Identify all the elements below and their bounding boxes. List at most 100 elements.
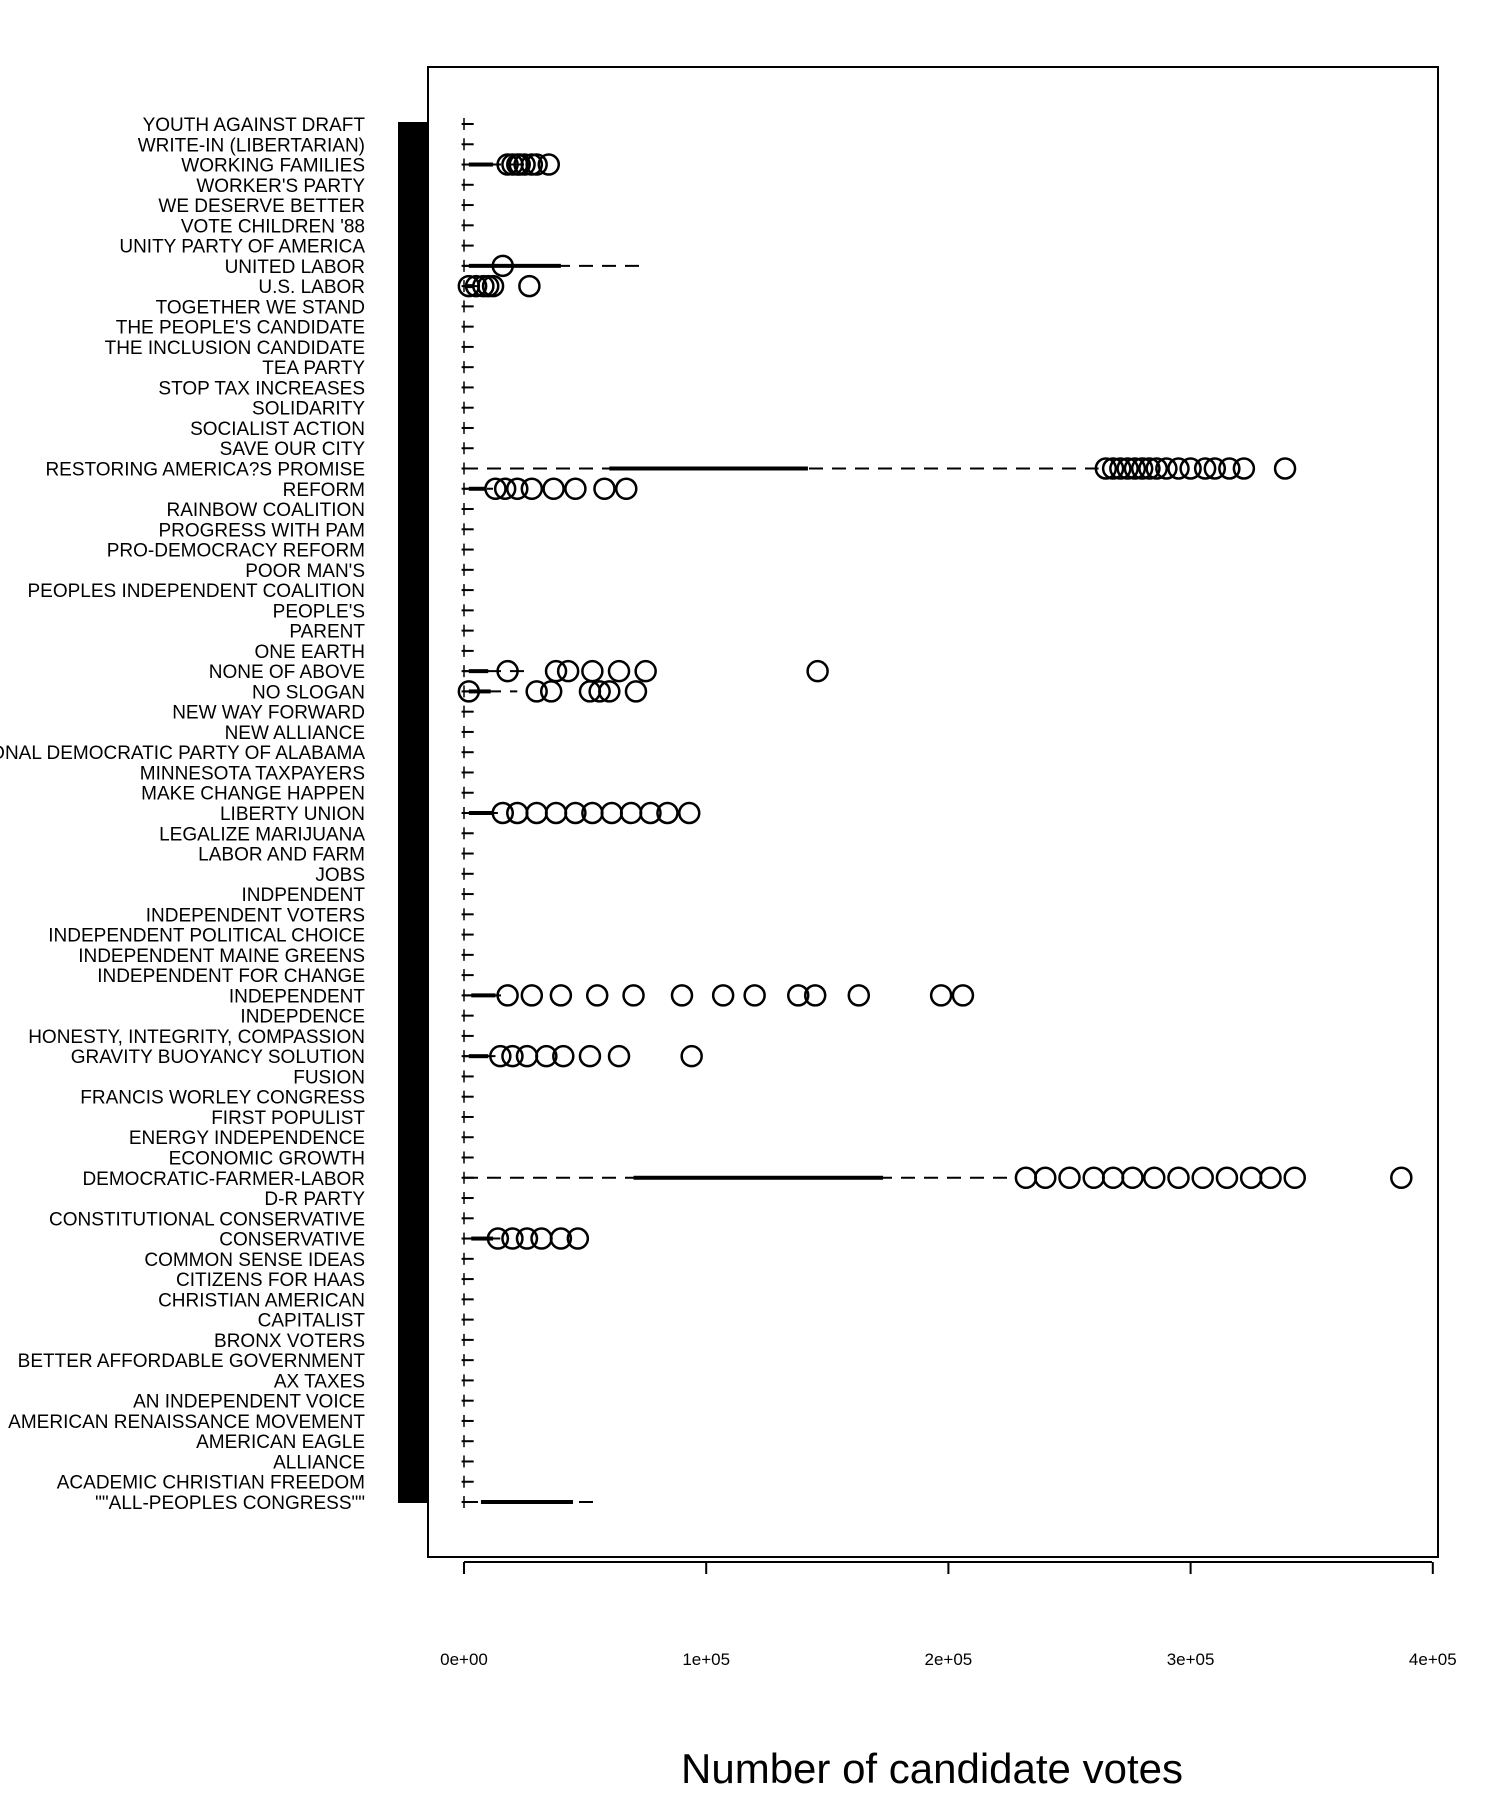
outlier-point bbox=[496, 659, 519, 683]
box-body bbox=[609, 466, 808, 471]
category-label: NEW ALLIANCE bbox=[225, 723, 365, 744]
category-label: INDPENDENT bbox=[241, 885, 365, 906]
outlier-point bbox=[600, 801, 623, 825]
category-label: AN INDEPENDENT VOICE bbox=[133, 1392, 365, 1413]
category-label: PEOPLES INDEPENDENT COALITION bbox=[27, 581, 365, 602]
category-label: GRAVITY BUOYANCY SOLUTION bbox=[71, 1047, 365, 1068]
outlier-point bbox=[1273, 457, 1297, 480]
outlier-point bbox=[786, 984, 810, 1007]
category-label: CONSERVATIVE bbox=[219, 1230, 365, 1251]
category-label: UNITED LABOR bbox=[225, 257, 365, 278]
outlier-point bbox=[1034, 1166, 1057, 1190]
outlier-point bbox=[544, 659, 568, 683]
box-body bbox=[468, 486, 486, 491]
outlier-point bbox=[1179, 457, 1202, 480]
category-label: ONE EARTH bbox=[254, 642, 365, 663]
outlier-point bbox=[607, 1044, 631, 1068]
outlier-point bbox=[549, 984, 573, 1007]
outlier-point bbox=[1193, 457, 1217, 480]
outlier-point bbox=[1014, 1166, 1038, 1190]
category-label: CITIZENS FOR HAAS bbox=[176, 1270, 365, 1291]
category-label: DEMOCRATIC-FARMER-LABOR bbox=[82, 1169, 365, 1190]
outlier-point bbox=[493, 477, 517, 501]
category-label: NEW WAY FORWARD bbox=[172, 703, 365, 724]
outlier-point bbox=[539, 680, 563, 703]
outlier-point bbox=[549, 1227, 573, 1250]
category-label: HONESTY, INTEGRITY, COMPASSION bbox=[28, 1027, 365, 1048]
outlier-point bbox=[680, 1044, 703, 1068]
outlier-point bbox=[501, 1227, 524, 1250]
category-label: WORKING FAMILIES bbox=[181, 156, 365, 177]
category-label: COMMON SENSE IDEAS bbox=[144, 1250, 365, 1271]
outlier-point bbox=[537, 153, 561, 176]
category-label: LEGALIZE MARIJUANA bbox=[159, 824, 365, 845]
outlier-point bbox=[1101, 1166, 1125, 1190]
outlier-point bbox=[1143, 1166, 1166, 1190]
outlier-point bbox=[501, 1044, 524, 1068]
category-label: WE DESERVE BETTER bbox=[158, 196, 365, 217]
category-label: AMERICAN EAGLE bbox=[196, 1432, 365, 1453]
outlier-point bbox=[634, 659, 657, 683]
outlier-point bbox=[520, 477, 544, 501]
category-label: CHRISTIAN AMERICAN bbox=[158, 1290, 365, 1311]
box-body bbox=[468, 263, 561, 268]
outlier-point bbox=[578, 1044, 602, 1068]
category-label: WORKER'S PARTY bbox=[196, 176, 365, 197]
x-tick-label: 3e+05 bbox=[1167, 1650, 1215, 1669]
box-body bbox=[633, 1175, 884, 1180]
category-label: MINNESOTA TAXPAYERS bbox=[140, 763, 365, 784]
outlier-point bbox=[1259, 1166, 1282, 1190]
outlier-point bbox=[464, 274, 488, 298]
category-label: RAINBOW COALITION bbox=[167, 500, 365, 521]
box-body bbox=[468, 811, 494, 815]
category-label: PEOPLE'S bbox=[273, 601, 365, 622]
outlier-point bbox=[743, 984, 766, 1007]
outlier-point bbox=[542, 477, 565, 501]
outlier-point bbox=[847, 984, 871, 1007]
category-label: SOCIALIST ACTION bbox=[190, 419, 365, 440]
x-tick-label: 2e+05 bbox=[925, 1650, 973, 1669]
outlier-point bbox=[598, 680, 621, 703]
category-label: INDEPDENCE bbox=[240, 1007, 365, 1028]
outlier-point bbox=[525, 153, 548, 176]
outlier-point bbox=[607, 659, 631, 683]
outlier-point bbox=[1116, 457, 1139, 480]
outlier-point bbox=[1155, 457, 1178, 480]
outlier-point bbox=[525, 801, 548, 825]
category-label: WRITE-IN (LIBERTARIAN) bbox=[138, 135, 365, 156]
outlier-point bbox=[506, 801, 529, 825]
outlier-point bbox=[1123, 457, 1147, 480]
outlier-point bbox=[803, 984, 827, 1007]
outlier-point bbox=[1167, 1166, 1190, 1190]
x-tick-label: 0e+00 bbox=[440, 1650, 488, 1669]
category-label: ""ALL-PEOPLES CONGRESS"" bbox=[95, 1493, 365, 1514]
category-label: INDEPENDENT FOR CHANGE bbox=[97, 966, 365, 987]
category-label: BETTER AFFORDABLE GOVERNMENT bbox=[18, 1351, 366, 1372]
category-label: NATIONAL DEMOCRATIC PARTY OF ALABAMA bbox=[0, 743, 365, 764]
category-label: INDEPENDENT VOTERS bbox=[146, 905, 365, 926]
category-label: LIBERTY UNION bbox=[220, 804, 365, 825]
x-axis: 0e+00 1e+05 2e+05 3e+05 4e+05 bbox=[440, 1561, 1457, 1669]
category-label: TOGETHER WE STAND bbox=[156, 297, 365, 318]
category-label: U.S. LABOR bbox=[258, 277, 365, 298]
category-label: JOBS bbox=[315, 865, 365, 886]
category-label: INDEPENDENT bbox=[229, 986, 366, 1007]
category-label: PARENT bbox=[289, 622, 365, 643]
outlier-point bbox=[1283, 1166, 1306, 1190]
outlier-point bbox=[1101, 457, 1125, 480]
outlier-point bbox=[1203, 457, 1227, 480]
x-axis-title: Number of candidate votes bbox=[681, 1745, 1183, 1792]
outlier-point bbox=[515, 1044, 539, 1068]
category-label: SOLIDARITY bbox=[252, 399, 365, 420]
category-label: REFORM bbox=[283, 480, 365, 501]
outlier-point bbox=[1109, 457, 1132, 480]
outlier-point bbox=[544, 801, 568, 825]
category-label: INDEPENDENT POLITICAL CHOICE bbox=[48, 926, 365, 947]
outlier-point bbox=[1191, 1166, 1214, 1190]
outlier-point bbox=[530, 1227, 553, 1250]
outlier-point bbox=[639, 801, 662, 825]
box-body bbox=[466, 284, 474, 289]
category-label: D-R PARTY bbox=[264, 1189, 365, 1210]
